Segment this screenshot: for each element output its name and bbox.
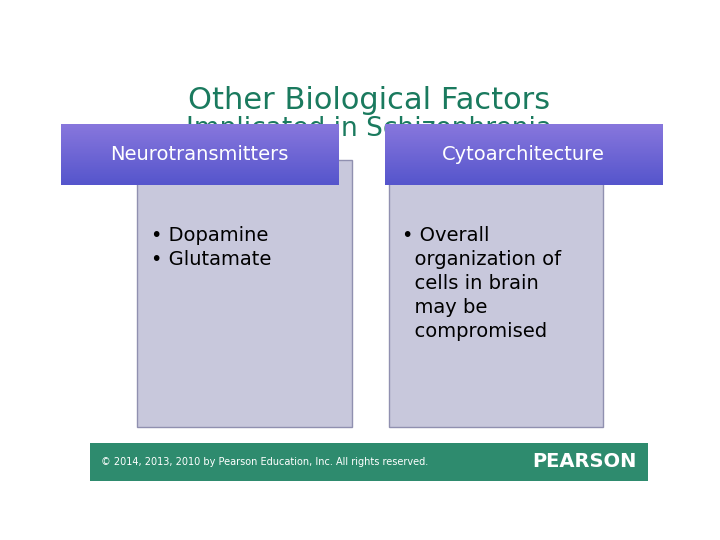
Text: Other Biological Factors: Other Biological Factors bbox=[188, 86, 550, 114]
Text: PEARSON: PEARSON bbox=[533, 453, 637, 471]
Text: cells in brain: cells in brain bbox=[402, 274, 539, 293]
Text: Neurotransmitters: Neurotransmitters bbox=[111, 145, 289, 164]
Text: Implicated in Schizophrenia: Implicated in Schizophrenia bbox=[186, 116, 552, 142]
Text: may be: may be bbox=[402, 298, 488, 317]
FancyBboxPatch shape bbox=[90, 443, 648, 481]
Text: • Overall: • Overall bbox=[402, 226, 490, 245]
FancyBboxPatch shape bbox=[389, 160, 603, 427]
Text: • Dopamine: • Dopamine bbox=[151, 226, 269, 245]
Text: organization of: organization of bbox=[402, 250, 562, 269]
Text: Cytoarchitecture: Cytoarchitecture bbox=[442, 145, 606, 164]
Text: • Glutamate: • Glutamate bbox=[151, 250, 271, 269]
Text: © 2014, 2013, 2010 by Pearson Education, Inc. All rights reserved.: © 2014, 2013, 2010 by Pearson Education,… bbox=[101, 457, 428, 467]
Text: compromised: compromised bbox=[402, 322, 548, 341]
FancyBboxPatch shape bbox=[138, 160, 352, 427]
